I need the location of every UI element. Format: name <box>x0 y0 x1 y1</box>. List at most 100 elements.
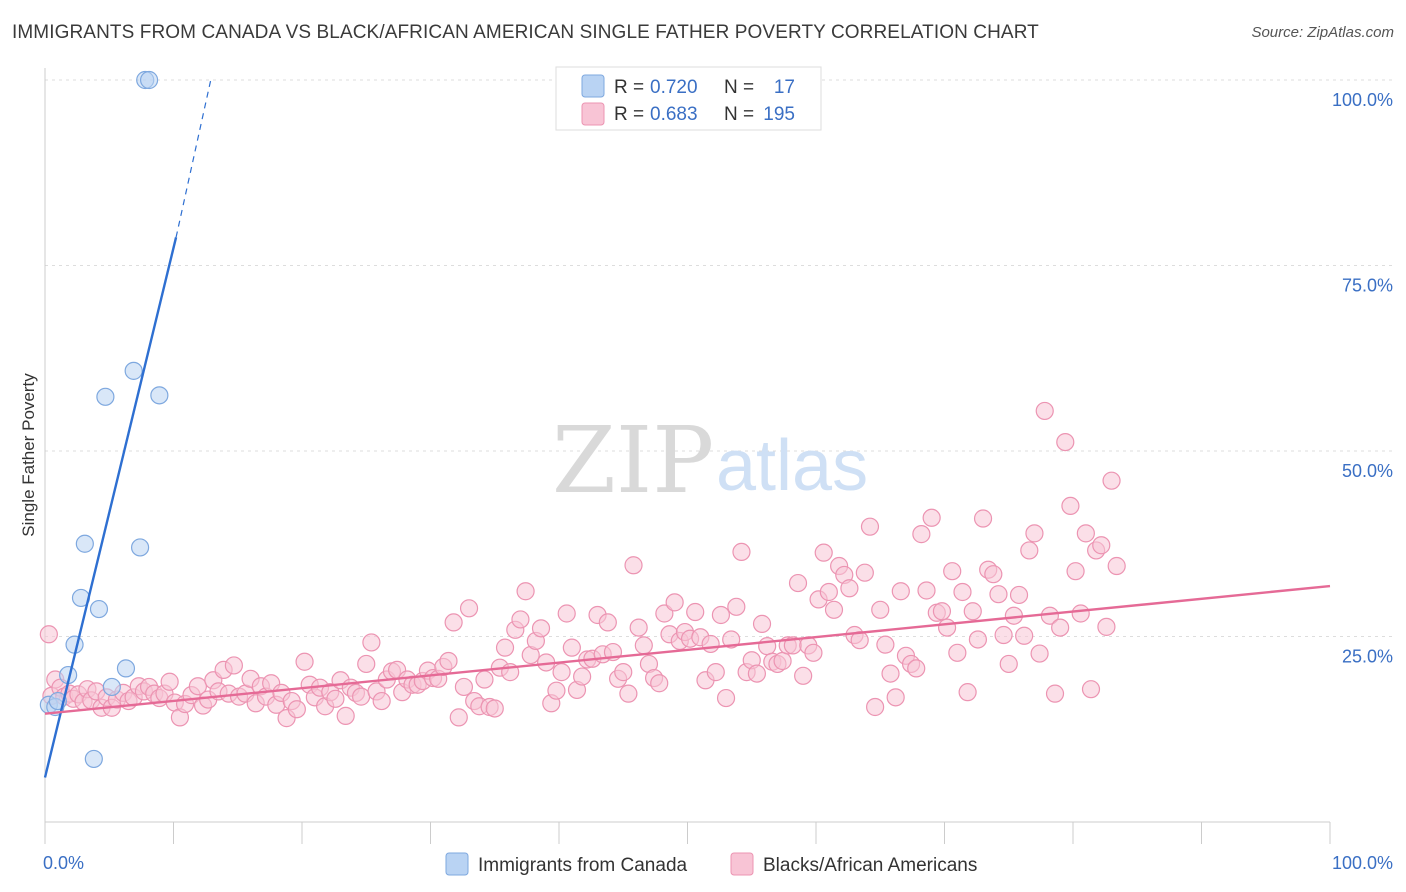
series-black-african-americans <box>39 401 1126 728</box>
point-black-african-americans <box>1020 541 1039 560</box>
y-tick-label: 50.0% <box>1342 461 1393 481</box>
point-black-african-americans <box>511 610 530 629</box>
x-tick-label-max: 100.0% <box>1332 853 1393 873</box>
y-tick-label: 25.0% <box>1342 647 1393 667</box>
point-black-african-americans <box>794 666 813 685</box>
point-black-african-americans <box>495 638 515 657</box>
watermark-zip: ZIP <box>552 407 714 514</box>
point-black-african-americans <box>999 654 1018 674</box>
point-black-african-americans <box>614 663 633 682</box>
point-black-african-americans <box>824 600 844 619</box>
point-immigrants-from-canada <box>130 538 150 557</box>
point-black-african-americans <box>326 689 345 708</box>
point-black-african-americans <box>547 681 566 700</box>
legend-swatch-blue <box>581 74 605 98</box>
trend-line-canada-extension <box>175 79 212 238</box>
point-black-african-americans <box>634 636 653 655</box>
trend-line-canada <box>43 237 178 778</box>
point-black-african-americans <box>1015 626 1034 645</box>
legend-n-label-1: N = <box>724 77 754 98</box>
point-black-african-americans <box>860 517 880 536</box>
legend-r-value-2: 0.683 <box>650 104 698 125</box>
point-black-african-americans <box>1009 585 1029 605</box>
point-black-african-americans <box>1051 618 1070 637</box>
point-black-african-americans <box>1081 680 1101 699</box>
point-black-african-americans <box>732 542 751 562</box>
point-black-african-americans <box>624 556 643 575</box>
point-black-african-americans <box>449 708 468 727</box>
point-black-african-americans <box>439 651 458 671</box>
point-black-african-americans <box>840 579 859 598</box>
legend-r-label-2: R = <box>614 104 644 125</box>
source-credit: Source: ZipAtlas.com <box>1251 24 1394 41</box>
point-immigrants-from-canada <box>139 70 159 90</box>
point-black-african-americans <box>958 683 977 702</box>
point-immigrants-from-canada <box>150 386 169 405</box>
point-black-african-americans <box>963 602 982 621</box>
point-black-african-americans <box>295 652 314 671</box>
point-black-african-americans <box>984 565 1003 584</box>
point-black-african-americans <box>943 562 962 581</box>
y-tick-label: 100.0% <box>1332 90 1393 110</box>
point-black-african-americans <box>819 582 838 602</box>
point-black-african-americans <box>188 677 208 696</box>
series-immigrants-from-canada <box>39 70 169 769</box>
point-black-african-americans <box>1025 524 1044 543</box>
point-black-african-americans <box>706 663 725 682</box>
point-black-african-americans <box>352 687 371 706</box>
point-black-african-americans <box>362 633 381 652</box>
point-black-african-americans <box>454 677 474 697</box>
legend-swatch-pink <box>581 102 605 126</box>
point-black-african-americans <box>655 604 674 623</box>
point-black-african-americans <box>917 581 936 600</box>
point-black-african-americans <box>562 638 581 657</box>
point-black-african-americans <box>665 593 684 612</box>
point-black-african-americans <box>752 614 772 633</box>
point-black-african-americans <box>485 699 504 718</box>
point-black-african-americans <box>516 582 535 601</box>
point-black-african-americans <box>989 585 1008 604</box>
point-black-african-americans <box>531 619 551 638</box>
chart-title: IMMIGRANTS FROM CANADA VS BLACK/AFRICAN … <box>12 22 1039 43</box>
grid-lines <box>45 79 1392 637</box>
trend-lines <box>43 79 1331 778</box>
bottom-legend-label-canada: Immigrants from Canada <box>478 855 688 876</box>
point-black-african-americans <box>866 697 885 717</box>
y-tick-labels: 25.0% 50.0% 75.0% 100.0% <box>1332 90 1393 667</box>
point-black-african-americans <box>937 618 957 637</box>
point-black-african-americans <box>855 563 874 582</box>
point-black-african-americans <box>1097 617 1116 636</box>
point-black-african-americans <box>968 630 988 649</box>
point-immigrants-from-canada <box>116 659 136 678</box>
point-black-african-americans <box>39 625 58 644</box>
point-black-african-americans <box>953 582 972 602</box>
point-black-african-americans <box>788 573 808 593</box>
point-immigrants-from-canada <box>84 749 103 769</box>
point-immigrants-from-canada <box>89 599 109 619</box>
point-black-african-americans <box>886 688 905 707</box>
point-black-african-americans <box>881 664 900 683</box>
point-black-african-americans <box>372 691 391 711</box>
watermark-atlas: atlas <box>716 426 868 506</box>
point-black-african-americans <box>711 605 731 625</box>
point-black-african-americans <box>922 508 941 527</box>
y-tick-label: 75.0% <box>1342 276 1393 296</box>
point-black-african-americans <box>716 688 736 708</box>
point-black-african-americans <box>804 643 823 662</box>
point-black-african-americans <box>475 670 494 689</box>
point-black-african-americans <box>629 618 648 637</box>
point-black-african-americans <box>1045 684 1065 703</box>
point-black-african-americans <box>876 635 895 654</box>
point-black-african-americans <box>722 630 741 649</box>
point-black-african-americans <box>912 525 931 544</box>
point-black-african-americans <box>160 672 179 691</box>
point-black-african-americans <box>557 604 576 623</box>
point-black-african-americans <box>336 706 355 725</box>
point-black-african-americans <box>1056 432 1075 452</box>
legend-r-label-1: R = <box>614 77 644 98</box>
x-tick-labels: 0.0% 100.0% <box>43 853 1393 873</box>
series-legend: Immigrants from Canada Blacks/African Am… <box>445 852 977 876</box>
watermark: ZIP atlas <box>552 407 868 514</box>
point-immigrants-from-canada <box>75 534 94 553</box>
